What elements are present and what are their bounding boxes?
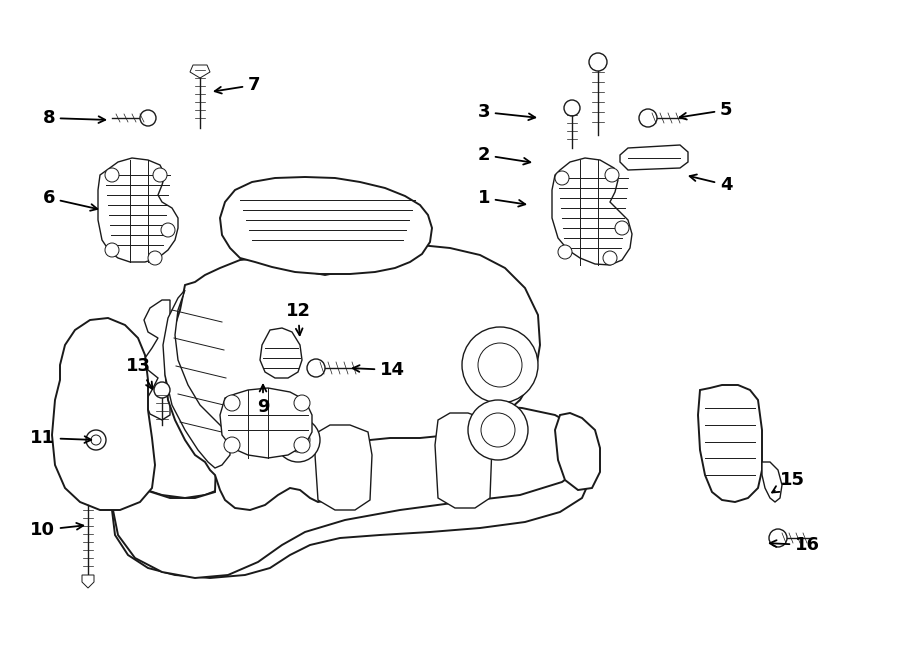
Circle shape — [589, 53, 607, 71]
Polygon shape — [315, 425, 372, 510]
Circle shape — [105, 243, 119, 257]
Circle shape — [148, 251, 162, 265]
Text: 7: 7 — [215, 76, 260, 94]
Polygon shape — [144, 300, 170, 420]
Circle shape — [478, 343, 522, 387]
Text: 11: 11 — [30, 429, 91, 447]
Circle shape — [603, 251, 617, 265]
Polygon shape — [82, 575, 94, 588]
Circle shape — [224, 437, 240, 453]
Polygon shape — [52, 318, 155, 510]
Circle shape — [307, 359, 325, 377]
Circle shape — [605, 168, 619, 182]
Circle shape — [154, 382, 170, 398]
Polygon shape — [165, 245, 540, 510]
Circle shape — [462, 327, 538, 403]
Circle shape — [481, 413, 515, 447]
Circle shape — [615, 221, 629, 235]
Text: 15: 15 — [772, 471, 805, 493]
Polygon shape — [555, 413, 600, 490]
Polygon shape — [260, 328, 302, 378]
Text: 4: 4 — [689, 175, 733, 194]
Circle shape — [140, 110, 156, 126]
Polygon shape — [620, 145, 688, 170]
Text: 8: 8 — [42, 109, 105, 127]
Circle shape — [558, 245, 572, 259]
Circle shape — [86, 430, 106, 450]
Polygon shape — [698, 385, 762, 502]
Text: 13: 13 — [125, 357, 152, 389]
Text: 1: 1 — [478, 189, 526, 207]
Polygon shape — [112, 400, 590, 578]
Text: 16: 16 — [770, 536, 820, 554]
Circle shape — [161, 223, 175, 237]
Polygon shape — [190, 65, 210, 78]
Text: 3: 3 — [478, 103, 536, 121]
Circle shape — [91, 435, 101, 445]
Circle shape — [224, 395, 240, 411]
Circle shape — [294, 437, 310, 453]
Circle shape — [153, 168, 167, 182]
Circle shape — [286, 428, 310, 452]
Text: 14: 14 — [353, 361, 405, 379]
Circle shape — [639, 109, 657, 127]
Polygon shape — [163, 290, 230, 468]
Text: 5: 5 — [680, 101, 733, 120]
Circle shape — [468, 400, 528, 460]
Polygon shape — [435, 413, 492, 508]
Polygon shape — [762, 462, 782, 502]
Polygon shape — [98, 158, 178, 262]
Circle shape — [564, 100, 580, 116]
Circle shape — [276, 418, 320, 462]
Text: 2: 2 — [478, 146, 530, 165]
Circle shape — [105, 168, 119, 182]
Circle shape — [555, 171, 569, 185]
Text: 9: 9 — [256, 385, 269, 416]
Circle shape — [294, 395, 310, 411]
Text: 10: 10 — [30, 521, 83, 539]
Polygon shape — [220, 177, 432, 274]
Text: 6: 6 — [42, 189, 97, 211]
Polygon shape — [220, 388, 312, 458]
Text: 12: 12 — [285, 302, 310, 335]
Polygon shape — [552, 158, 632, 265]
Circle shape — [769, 529, 787, 547]
Polygon shape — [112, 408, 590, 578]
